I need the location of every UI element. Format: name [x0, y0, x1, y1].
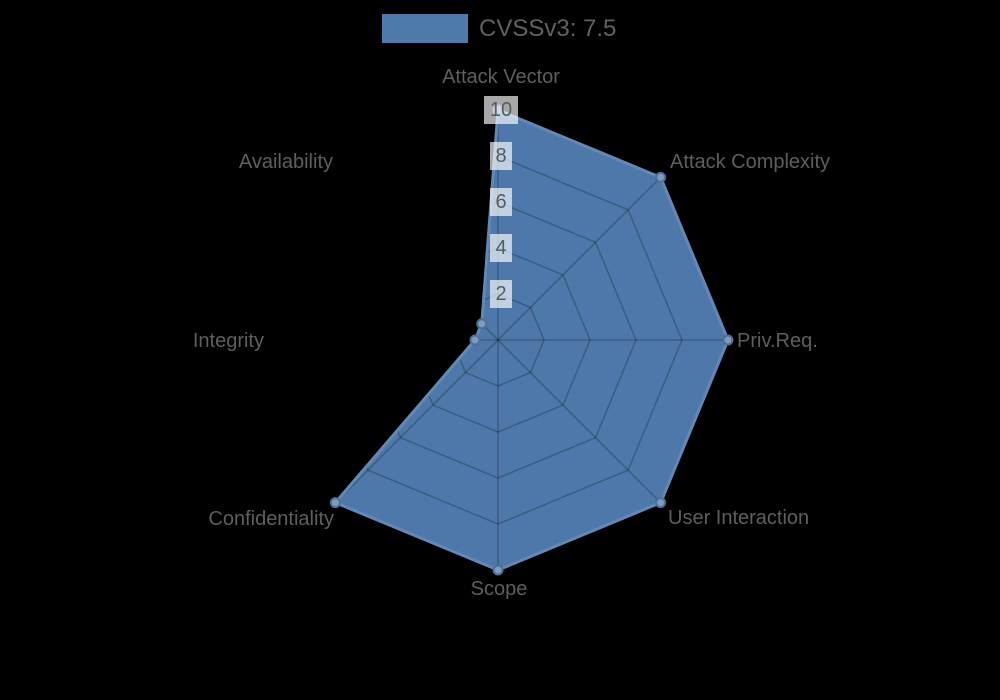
data-point-attack-complexity[interactable] — [655, 171, 667, 183]
axis-label-user-interaction: User Interaction — [668, 507, 809, 529]
legend-label: CVSSv3: 7.5 — [479, 15, 617, 42]
tick-label: 2 — [495, 283, 506, 305]
tick-backdrop — [490, 142, 512, 170]
tick-label: 6 — [495, 191, 506, 213]
axis-label-priv-req-: Priv.Req. — [737, 330, 818, 352]
grid-ring — [451, 293, 545, 387]
grid-ring — [313, 155, 683, 525]
grid-spoke — [497, 176, 662, 341]
tick-label: 4 — [495, 237, 506, 259]
axis-label-attack-vector: Attack Vector — [442, 66, 560, 88]
grid-ring — [405, 247, 591, 433]
data-polygon-fill — [335, 110, 728, 570]
legend-item[interactable]: CVSSv3: 7.5 — [382, 14, 616, 43]
axis-label-confidentiality: Confidentiality — [208, 508, 334, 530]
data-point-scope[interactable] — [492, 564, 504, 576]
tick-label: 8 — [495, 145, 506, 167]
data-point-availability[interactable] — [476, 318, 488, 330]
grid-spoke — [334, 339, 499, 504]
data-point-confidentiality[interactable] — [329, 497, 341, 509]
tick-backdrop — [490, 188, 512, 216]
grid-spoke — [334, 176, 499, 341]
tick-backdrop — [490, 280, 512, 308]
axis-label-integrity: Integrity — [193, 330, 264, 352]
tick-backdrop — [484, 96, 518, 124]
legend-swatch — [382, 14, 468, 43]
data-point-user-interaction[interactable] — [655, 497, 667, 509]
tick-backdrop — [490, 234, 512, 262]
grid-ring — [359, 201, 637, 479]
axis-label-scope: Scope — [471, 578, 528, 600]
grid-spoke — [497, 339, 662, 504]
tick-label: 10 — [490, 99, 512, 121]
axis-label-availability: Availability — [239, 151, 333, 173]
data-point-integrity[interactable] — [469, 334, 481, 346]
data-point-priv-req-[interactable] — [722, 334, 734, 346]
axis-label-attack-complexity: Attack Complexity — [670, 151, 830, 173]
